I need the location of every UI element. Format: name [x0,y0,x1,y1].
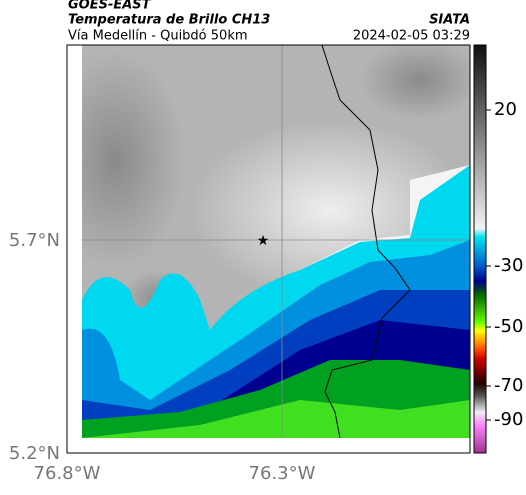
map-frame [66,44,471,454]
lat-label: 5.2°N [9,443,60,464]
colorbar-tick-label: -30 [494,255,523,276]
title: Temperatura de Brillo CH13 [68,13,270,28]
colorbar-tick-label: -70 [494,375,523,396]
colorbar [473,44,487,454]
colorbar-tick-label: -50 [494,316,523,337]
lat-label: 5.7°N [9,230,60,251]
timestamp: 2024-02-05 03:29 [353,29,470,44]
station-marker: ★ [257,233,270,249]
colorbar-tick-label: -90 [494,409,523,430]
colorbar-tick-label: 20 [494,99,517,120]
satellite-image: ★ [82,45,470,438]
lon-label: 76.3°W [249,463,316,484]
colorbar-ticks: 20 -30 -50 -70 -90 [486,99,523,430]
lon-label: 76.8°W [34,463,101,484]
source: GOES-EAST [68,0,152,13]
subtitle: Vía Medellín - Quibdó 50km [68,29,248,44]
agency: SIATA [429,13,470,28]
